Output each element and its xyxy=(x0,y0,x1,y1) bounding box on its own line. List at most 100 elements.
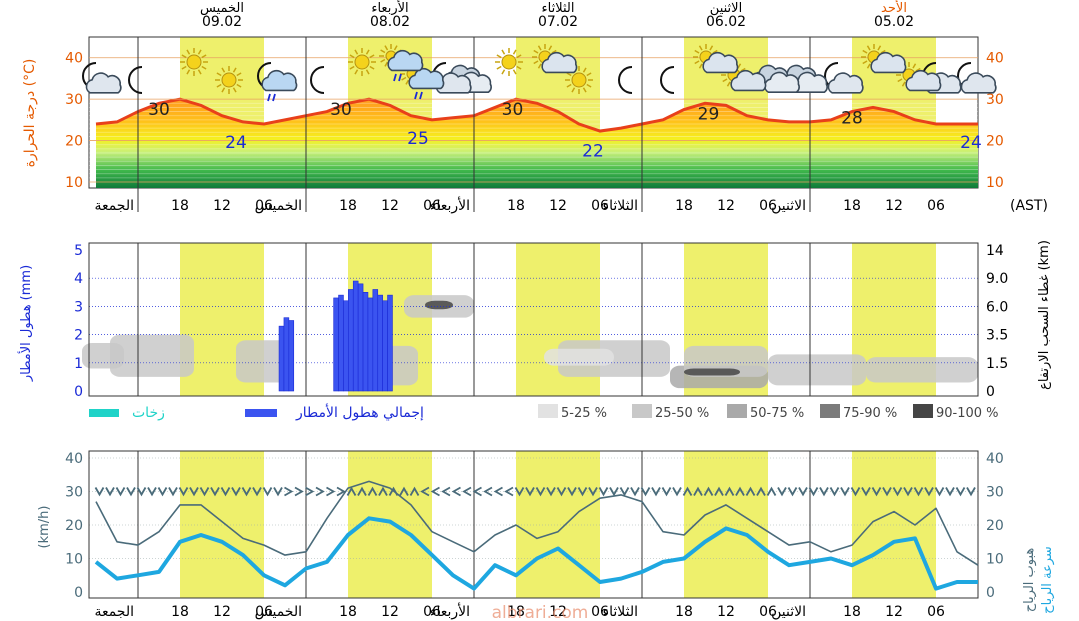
wind-direction-arrow xyxy=(378,486,388,496)
sun-ray xyxy=(384,61,389,67)
wind-direction-arrow xyxy=(546,487,556,497)
sun-ray xyxy=(862,60,868,65)
legend-cloud-swatch xyxy=(632,404,652,418)
x-tick-hour-label: 06 xyxy=(423,198,441,214)
sun-ray xyxy=(236,83,242,88)
wind-speed-line xyxy=(94,516,978,591)
sun-ray xyxy=(694,49,700,54)
sun-ray xyxy=(216,83,222,88)
wind-direction-arrow xyxy=(294,486,304,497)
x-tick-hour-label: 18 xyxy=(675,198,693,214)
wind-direction-arrow xyxy=(326,486,336,497)
x-tick-day-label: الثلاثاء xyxy=(603,198,638,214)
wind-tick-left: 0 xyxy=(74,585,83,601)
legend-total-precip-label: إجمالي هطول الأمطار xyxy=(295,403,424,421)
x-tick-hour-label: 18 xyxy=(339,604,357,620)
sun-ray xyxy=(566,83,572,88)
cloud-shape xyxy=(261,69,298,92)
cloud-cover-patch xyxy=(236,340,292,383)
x-tick-hour-label: 18 xyxy=(507,198,525,214)
wind-direction-arrow xyxy=(640,487,651,497)
wind-direction-arrow xyxy=(840,487,850,497)
wind-direction-arrow xyxy=(451,486,461,497)
wind-direction-arrow xyxy=(798,487,808,497)
x-tick-hour-label: 12 xyxy=(717,198,735,214)
temperature-min-label: 25 xyxy=(407,129,429,149)
wind-tick-left: 40 xyxy=(65,451,83,467)
sun-ray xyxy=(586,72,592,77)
wind-direction-arrow xyxy=(305,486,315,497)
moon-icon xyxy=(618,66,633,94)
sun-ray xyxy=(512,49,517,55)
x-tick-hour-label: 06 xyxy=(927,604,945,620)
cloud-height-tick: 9.0 xyxy=(986,271,1008,287)
precip-bar xyxy=(338,294,344,392)
wind-direction-arrow xyxy=(850,487,861,497)
temperature-max-label: 30 xyxy=(330,100,352,120)
wind-direction-arrow xyxy=(882,487,892,497)
sun-ray xyxy=(516,65,522,70)
wind-direction-arrow xyxy=(199,487,210,497)
sun-ray xyxy=(405,79,410,85)
day-name: الاثنين xyxy=(710,1,742,16)
sun-ray xyxy=(709,45,714,51)
wind-direction-arrow xyxy=(787,487,798,497)
wind-direction-arrow xyxy=(220,487,231,497)
wind-tick-right: 40 xyxy=(986,451,1004,467)
sun-rain-icon xyxy=(379,44,424,82)
wind-direction-arrow xyxy=(315,486,325,497)
precip-tick: 4 xyxy=(74,271,83,287)
precip-bar xyxy=(382,300,388,392)
precip-bar xyxy=(352,280,359,392)
wind-direction-arrow xyxy=(284,486,294,497)
sun-ray xyxy=(901,81,906,87)
day-name: الأحد xyxy=(881,0,907,16)
moon-icon xyxy=(660,66,675,94)
wind-direction-arrow xyxy=(483,486,493,497)
sun-ray xyxy=(722,78,728,83)
wind-direction-arrow xyxy=(892,487,903,497)
x-tick-hour-label: 18 xyxy=(675,604,693,620)
rain-drop xyxy=(419,91,423,100)
wind-direction-arrow xyxy=(966,487,976,497)
x-tick-hour-label: 12 xyxy=(381,198,399,214)
sun-ray xyxy=(496,54,502,59)
cloud-cover-patch xyxy=(425,300,453,310)
precip-bar xyxy=(333,297,339,392)
sun-ray xyxy=(232,67,237,73)
daytime-band xyxy=(180,451,264,598)
wind-direction-arrow xyxy=(903,487,913,497)
temperature-tick-left: 40 xyxy=(65,51,83,67)
cloud-shape xyxy=(702,51,739,74)
wind-direction-arrow xyxy=(168,487,178,497)
sun-ray xyxy=(586,83,592,88)
legend-total-precip-swatch xyxy=(245,409,277,417)
day-date: 09.02 xyxy=(202,14,242,30)
sun-icon xyxy=(348,48,376,76)
legend-showers-swatch xyxy=(89,409,119,417)
sun-ray xyxy=(365,49,370,55)
x-tick-day-label: الخميس xyxy=(255,198,302,214)
cloud-cover-patch xyxy=(866,357,978,383)
precip-bar xyxy=(348,289,354,392)
sun-ray xyxy=(551,49,557,54)
sun-disc xyxy=(221,72,237,88)
moon-shape xyxy=(128,66,143,94)
sun-ray xyxy=(880,49,886,54)
temperature-tick-left: 10 xyxy=(65,175,83,191)
sun-ray xyxy=(369,54,375,59)
wind-tick-right: 30 xyxy=(986,485,1004,501)
wind-direction-arrow xyxy=(777,487,787,497)
cloud-shape xyxy=(827,72,864,94)
sun-ray xyxy=(369,65,375,70)
sun-disc xyxy=(186,54,202,70)
precip-bar xyxy=(288,320,295,392)
wind-direction-arrow xyxy=(598,487,609,497)
x-tick-hour-label: 12 xyxy=(549,198,567,214)
wind-direction-arrow xyxy=(861,487,871,497)
sun-ray xyxy=(862,49,868,54)
precip-bar xyxy=(387,294,393,392)
wind-direction-arrow xyxy=(157,487,168,497)
precip-tick: 5 xyxy=(74,243,83,259)
legend-cloud-label: 25-50 % xyxy=(655,406,709,421)
